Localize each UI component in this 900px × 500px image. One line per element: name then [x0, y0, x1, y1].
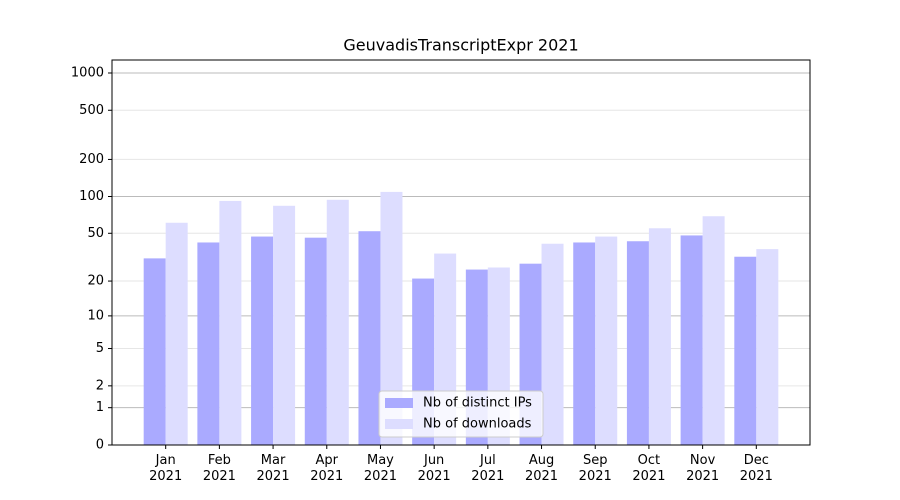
plot-frame [111, 59, 811, 446]
bar [273, 205, 296, 445]
x-tick-label: Jan 2021 [149, 453, 183, 484]
y-tick-label: 0 [96, 438, 104, 453]
bar [326, 199, 349, 445]
y-tick-label: 10 [87, 308, 104, 323]
x-tick-label: Nov 2021 [686, 453, 720, 484]
y-tick-label: 50 [87, 226, 104, 241]
bar [595, 236, 618, 445]
bar [541, 243, 564, 445]
y-tick-label: 200 [79, 152, 104, 167]
x-tick-label: Feb 2021 [202, 453, 236, 484]
y-tick-label: 2 [96, 378, 104, 393]
x-tick-label: Aug 2021 [524, 453, 559, 484]
y-tick-label: 1 [96, 400, 104, 415]
x-tick-label: Mar 2021 [256, 453, 290, 484]
y-tick-label: 20 [87, 274, 104, 289]
bar [358, 231, 381, 445]
x-tick-label: Apr 2021 [310, 453, 344, 484]
y-tick-label: 5 [96, 341, 104, 356]
chart-title: GeuvadisTranscriptExpr 2021 [343, 36, 578, 55]
x-tick-label: Jun 2021 [417, 453, 451, 484]
x-tick-label: Jul 2021 [471, 453, 505, 484]
x-tick-label: May 2021 [363, 453, 397, 484]
legend-box [378, 390, 544, 438]
bar [143, 258, 166, 445]
x-tick-label: Sep 2021 [578, 453, 612, 484]
bar [219, 200, 242, 445]
y-tick-label: 1000 [71, 65, 104, 80]
bar [734, 256, 757, 445]
bar [251, 236, 274, 445]
bar [702, 216, 725, 445]
legend-swatch [385, 419, 413, 429]
bar [304, 237, 327, 445]
y-tick-label: 100 [79, 189, 104, 204]
bar [626, 241, 649, 445]
bar [165, 222, 188, 445]
bar [648, 228, 671, 445]
y-tick-label: 500 [79, 103, 104, 118]
bar [197, 242, 220, 445]
bar [573, 242, 596, 445]
legend-label: Nb of distinct IPs [423, 396, 532, 411]
x-tick-label: Dec 2021 [739, 453, 773, 484]
legend-swatch [385, 398, 413, 408]
bar [680, 235, 703, 445]
x-tick-label: Oct 2021 [632, 453, 666, 484]
bar [756, 249, 779, 445]
legend-label: Nb of downloads [423, 417, 532, 432]
bar [380, 191, 403, 445]
